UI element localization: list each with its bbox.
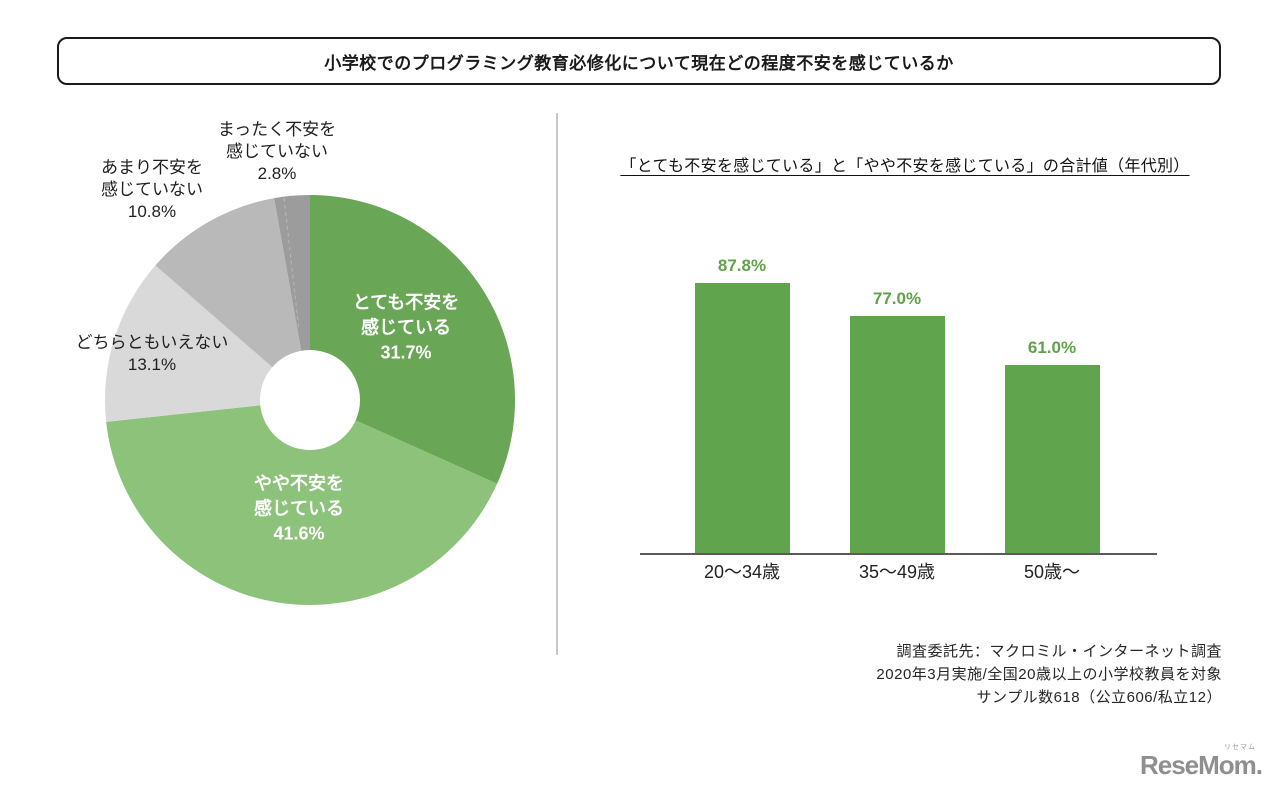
pie-slice-2	[105, 265, 310, 422]
bar-1	[849, 316, 945, 553]
bar-2	[1004, 365, 1100, 553]
pie-chart-svg	[105, 195, 515, 605]
bar-category-label-1: 35〜49歳	[858, 562, 936, 582]
pie-label-line: 2.8%	[257, 164, 297, 183]
pie-label-line: どちらともいえない	[75, 333, 229, 352]
pie-label-line: とても不安を	[352, 292, 460, 313]
pie-chart: とても不安を 感じている 31.7% やや不安を 感じている 41.6% どちらともいえない…	[0, 95, 575, 655]
pie-label-0: とても不安を 感じている 31.7%	[353, 291, 460, 366]
pie-label-2: どちらともいえない 13.1%	[76, 332, 229, 376]
resemom-logo-text: ReseMom.	[1139, 750, 1263, 780]
resemom-logo: リセマム ReseMom.	[1139, 744, 1263, 780]
bar-value-label-0: 87.8%	[717, 256, 767, 275]
pie-label-line: 13.1%	[127, 355, 177, 374]
footnote-line: 調査委託先：マクロミル・インターネット調査	[896, 643, 1222, 660]
bar-value-label-2: 61.0%	[1027, 338, 1077, 358]
bar-category-label-2: 50歳〜	[1023, 562, 1081, 582]
pie-label-1: やや不安を感じている 41.6%	[254, 472, 344, 547]
pie-label-line: 感じている	[254, 498, 344, 519]
bar-x-axis	[640, 553, 1157, 555]
pie-slice-3	[155, 198, 310, 400]
chart-title: 小学校でのプログラミング教育必修化について現在どの程度不安を感じているか	[324, 53, 954, 73]
footnote-line: 2020年3月実施/全国20歳以上の小学校教員を対象	[876, 666, 1222, 683]
bar-category-label-0: 20〜34歳	[703, 562, 781, 582]
chart-title-box: 小学校でのプログラミング教育必修化について現在どの程度不安を感じているか	[57, 37, 1221, 85]
pie-label-line: あまり不安を	[101, 158, 203, 177]
bar-chart: 87.8% 20〜34歳 77.0% 35〜49歳 61.0% 50歳〜	[640, 240, 1160, 590]
pie-label-line: 感じていない	[225, 142, 328, 161]
pie-slice-1	[106, 400, 498, 605]
pie-label-line: まったく不安を	[217, 120, 337, 139]
pie-leader-line	[283, 197, 300, 331]
pie-slice-4	[274, 195, 310, 400]
pie-label-line: 31.7%	[380, 342, 432, 363]
pie-label-3: あまり不安を 感じていない 10.8%	[101, 157, 203, 223]
pie-label-line: やや不安を	[254, 473, 344, 494]
bar-value-label-1: 77.0%	[872, 289, 922, 309]
panel-divider	[556, 113, 558, 655]
survey-footnote: 調査委託先：マクロミル・インターネット調査 2020年3月実施/全国20歳以上の…	[876, 640, 1222, 709]
pie-donut-hole	[260, 350, 360, 450]
pie-label-line: 感じていない	[101, 180, 203, 199]
resemom-logo-kana: リセマム	[1224, 744, 1256, 751]
pie-slice-0	[310, 195, 515, 484]
pie-label-line: 感じている	[361, 317, 451, 338]
footnote-line: サンプル数618（公立606/私立12）	[976, 689, 1222, 706]
bar-0	[694, 283, 790, 553]
pie-label-line: 41.6%	[273, 523, 325, 544]
pie-label-4: まったく不安を 感じていない 2.8%	[218, 119, 336, 185]
pie-label-line: 10.8%	[127, 202, 177, 221]
bar-chart-title: 「とても不安を感じている」と「やや不安を感じている」の合計値（年代別）	[620, 158, 1190, 175]
